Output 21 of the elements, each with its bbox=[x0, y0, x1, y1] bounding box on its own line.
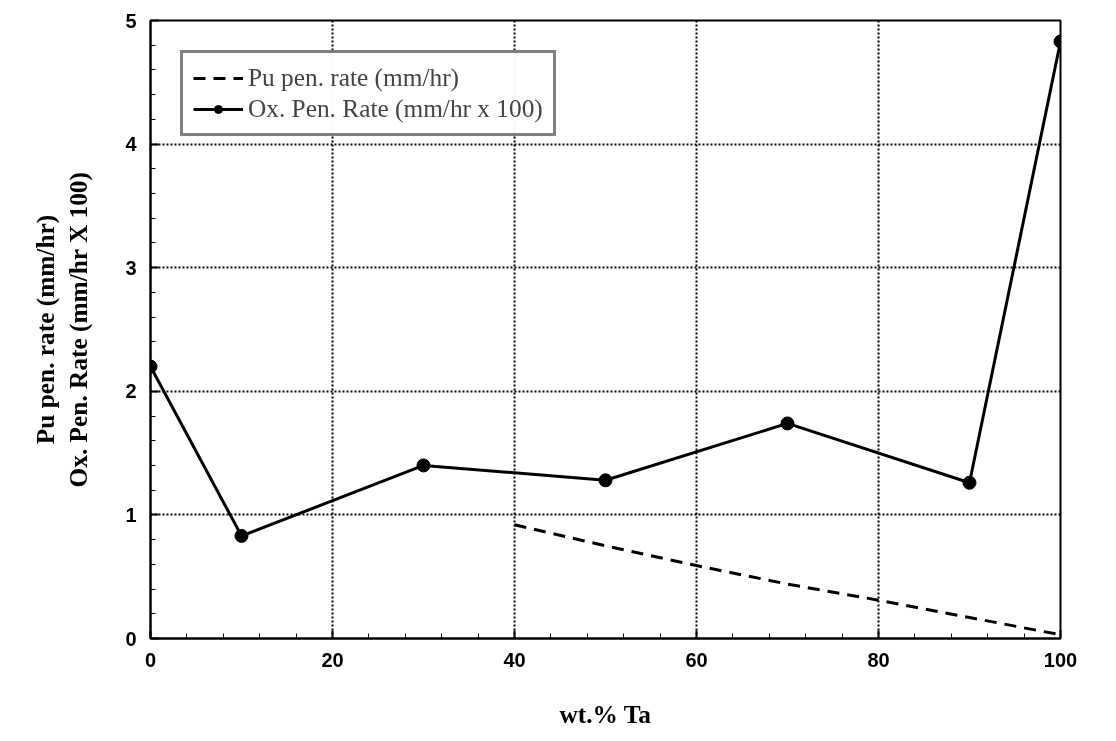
x-tick-label: 60 bbox=[685, 648, 708, 671]
x-tick-label: 40 bbox=[503, 648, 526, 671]
y-axis-title: Pu pen. rate (mm/hr) Ox. Pen. Rate (mm/hr X 100) bbox=[30, 172, 94, 488]
legend-label: Ox. Pen. Rate (mm/hr x 100) bbox=[248, 94, 543, 123]
x-tick-label: 100 bbox=[1043, 648, 1078, 671]
x-tick-label: 0 bbox=[144, 648, 157, 671]
point bbox=[598, 473, 613, 488]
legend-label: Pu pen. rate (mm/hr) bbox=[248, 63, 460, 92]
x-tick-label: 80 bbox=[867, 648, 890, 671]
point bbox=[780, 416, 795, 431]
y-tick-label: 0 bbox=[125, 627, 137, 650]
point bbox=[416, 458, 431, 473]
y-tick-label: 3 bbox=[125, 256, 137, 279]
point bbox=[234, 528, 249, 543]
y-tick-label: 2 bbox=[125, 380, 137, 403]
y-tick-label: 5 bbox=[125, 9, 137, 32]
y-tick-label: 4 bbox=[125, 133, 138, 156]
y-tick-label: 1 bbox=[125, 503, 137, 526]
x-axis-title: wt.% Ta bbox=[559, 699, 652, 728]
x-tick-label: 20 bbox=[321, 648, 344, 671]
point bbox=[962, 475, 977, 490]
